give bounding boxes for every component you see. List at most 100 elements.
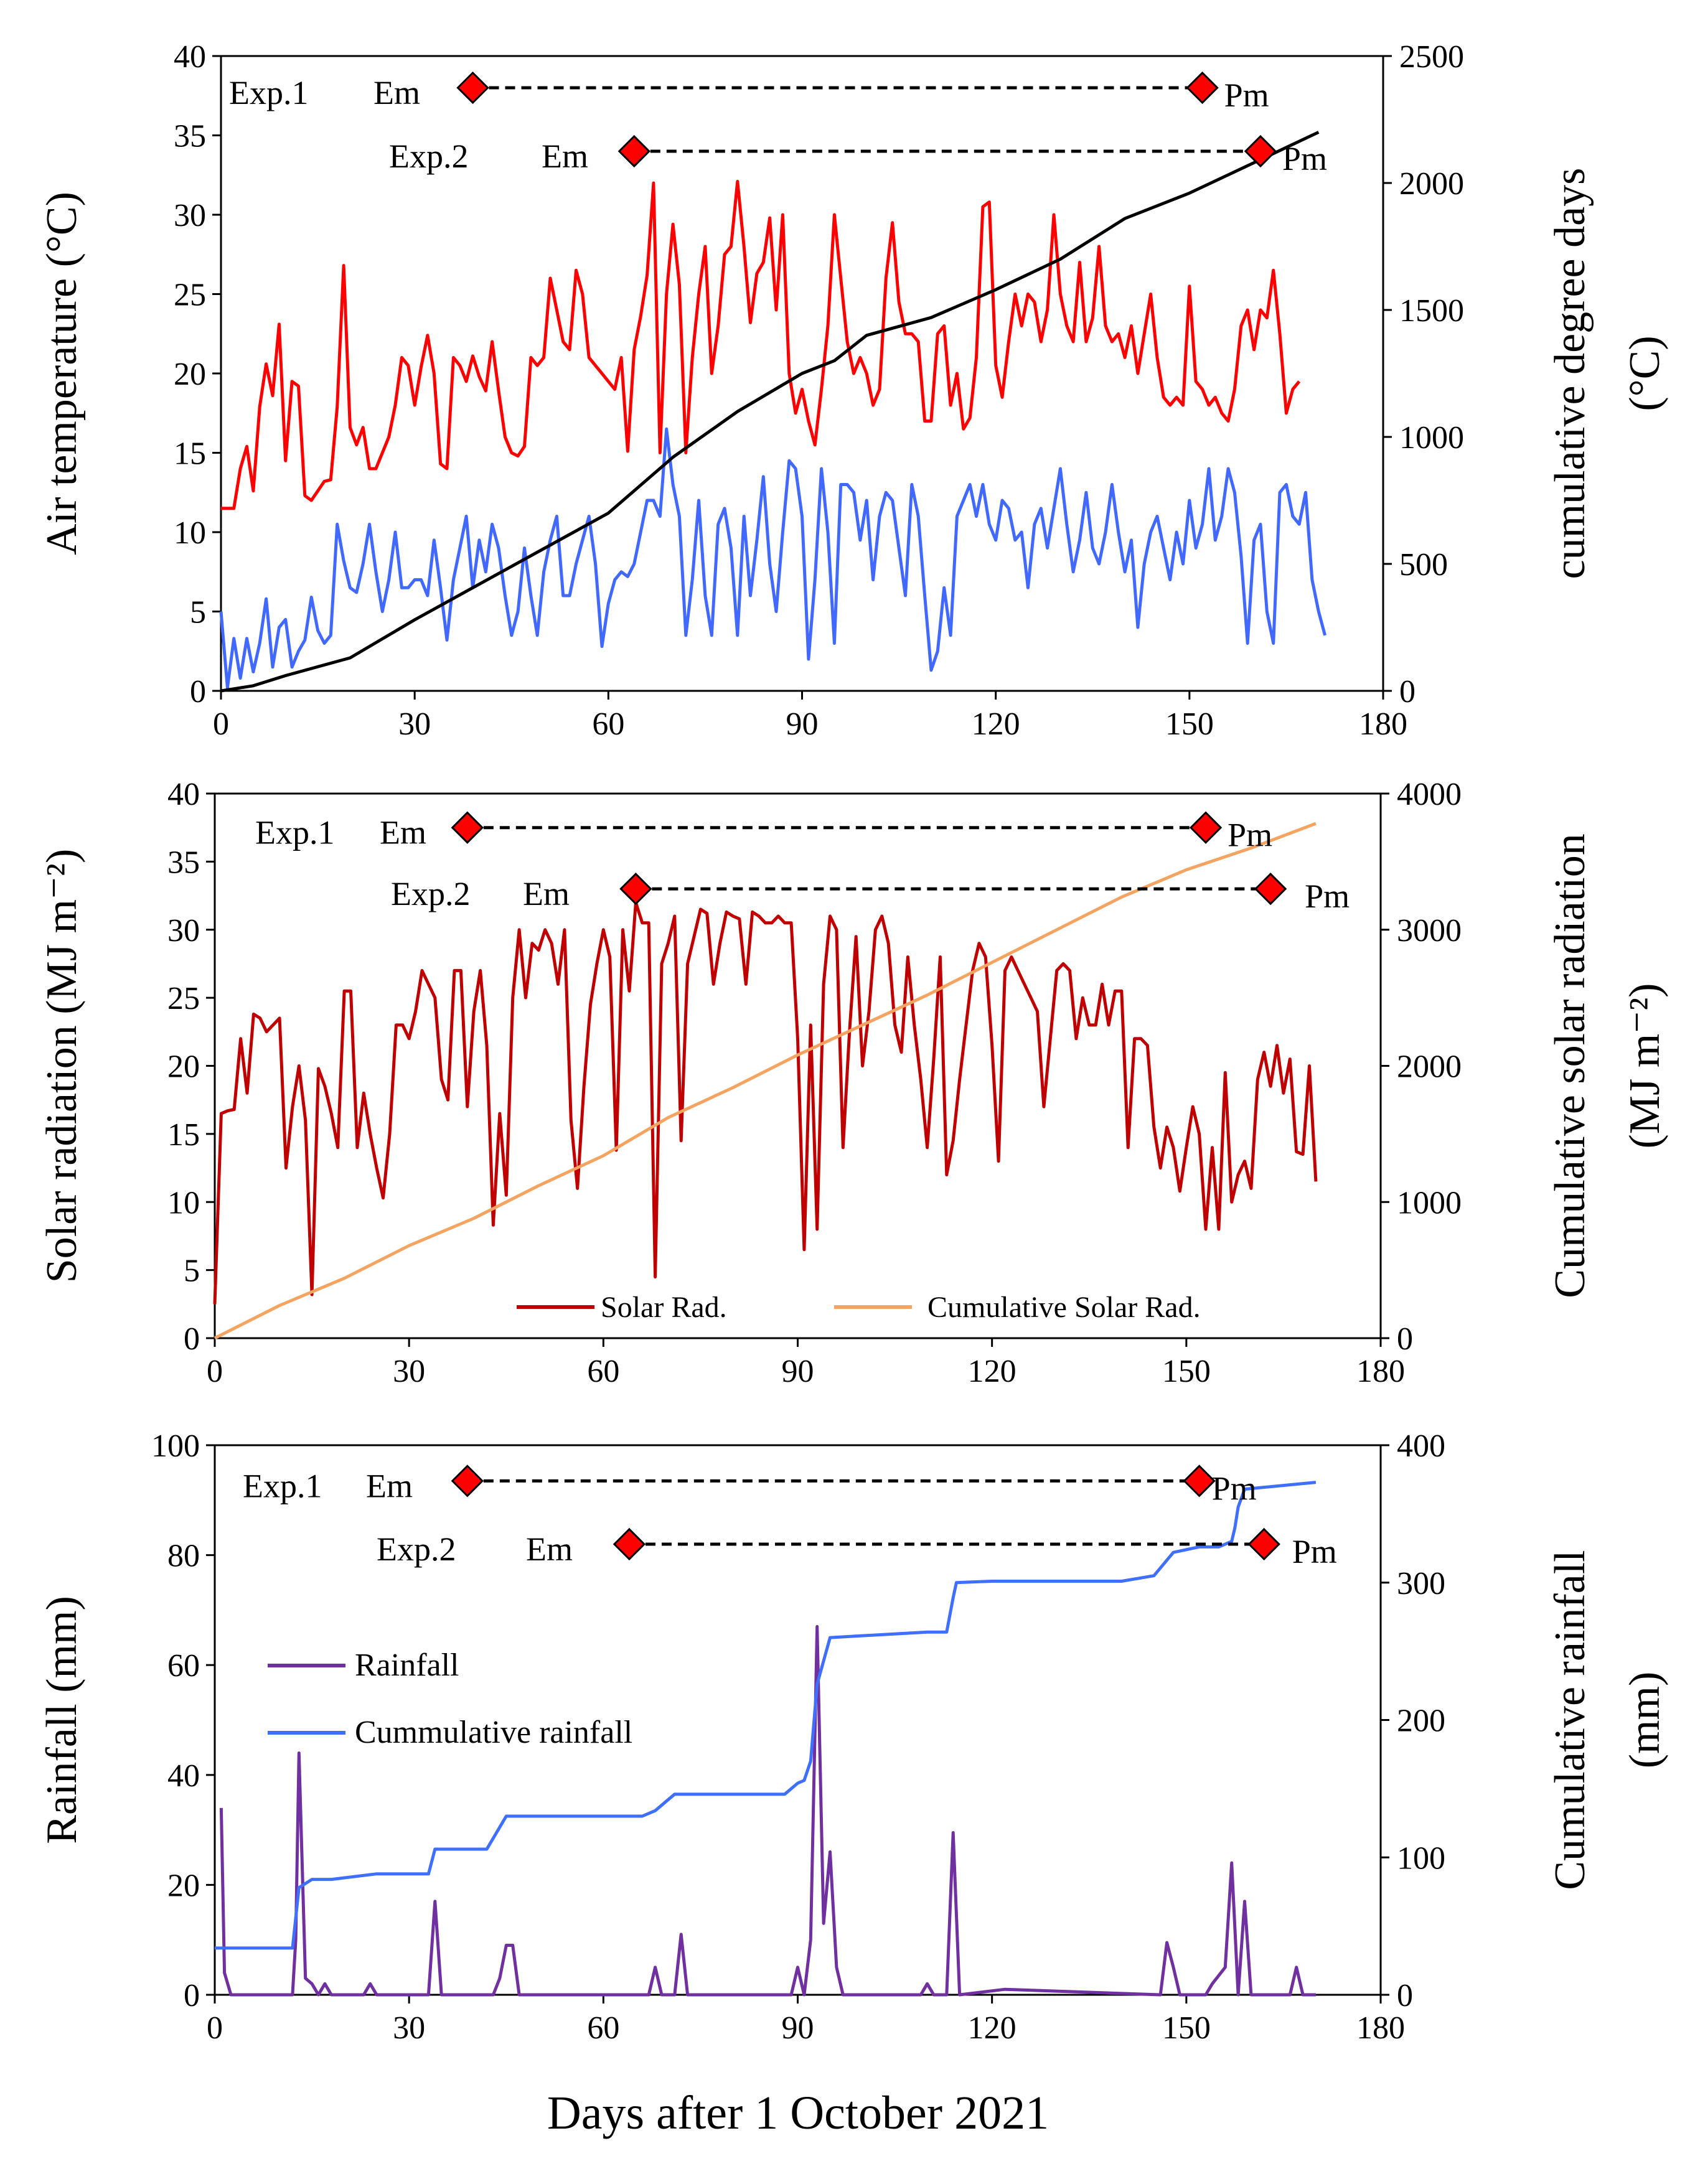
y-tick-label: 40 xyxy=(167,1758,200,1794)
y-tick-label: 40 xyxy=(167,777,200,812)
series-layer xyxy=(213,822,1318,1340)
emergence-marker xyxy=(617,134,650,168)
axis-ticks: 0 30 60 90 120 150 180020406080100010020030040… xyxy=(151,1428,1445,2046)
y2-tick-label: 0 xyxy=(1397,1978,1413,2013)
y-tick-label: 0 xyxy=(184,1321,200,1357)
y2-tick-label: 4000 xyxy=(1397,777,1462,812)
maturity-marker xyxy=(1186,71,1219,105)
x-tick-label: 30 xyxy=(393,2010,425,2046)
y-tick-label: 10 xyxy=(167,1185,200,1221)
maturity-marker xyxy=(1183,1465,1216,1497)
x-tick-label: 150 xyxy=(1162,2010,1211,2046)
series-cumulative-degree-days xyxy=(220,131,1320,693)
y-tick-label: 0 xyxy=(184,1978,200,2013)
x-axis-label: Days after 1 October 2021 xyxy=(547,2087,1049,2139)
y-tick-label: 30 xyxy=(174,198,206,233)
y-tick-label: 25 xyxy=(167,981,200,1016)
series-tmin xyxy=(219,427,1327,690)
experiment-label: Exp.2 xyxy=(377,1530,456,1568)
legend-label-cumulative-solar: Cumulative Solar Rad. xyxy=(927,1291,1201,1324)
y2-axis-label-unit: (MJ m⁻²) xyxy=(1621,983,1669,1149)
x-tick-label: 180 xyxy=(1356,1354,1405,1389)
y-tick-label: 35 xyxy=(174,119,206,154)
series-tmax xyxy=(221,180,1301,510)
y-tick-label: 5 xyxy=(190,595,206,630)
y2-tick-label: 100 xyxy=(1397,1840,1445,1876)
y2-axis-label-unit: (mm) xyxy=(1621,1672,1669,1769)
y2-tick-label: 400 xyxy=(1397,1428,1445,1464)
emergence-label: Em xyxy=(526,1530,573,1568)
axis-ticks: 0 30 60 90 120 150 180051015202530354005001000… xyxy=(174,39,1464,742)
series-cumulative-solar-rad- xyxy=(214,822,1317,1340)
y-tick-label: 0 xyxy=(190,674,206,710)
y2-tick-label: 500 xyxy=(1399,547,1448,583)
maturity-label: Pm xyxy=(1224,77,1269,114)
series-solar-rad- xyxy=(213,901,1318,1305)
maturity-label: Pm xyxy=(1228,817,1272,854)
x-tick-label: 150 xyxy=(1165,706,1214,742)
x-tick-label: 180 xyxy=(1359,706,1407,742)
y2-tick-label: 300 xyxy=(1397,1566,1445,1601)
legend-label-cumulative-rainfall: Cummulative rainfall xyxy=(355,1715,632,1750)
y-tick-label: 100 xyxy=(151,1428,200,1464)
air-temperature-panel: 0 30 60 90 120 150 180051015202530354005001000… xyxy=(38,39,1669,742)
experiment-label: Exp.1 xyxy=(243,1467,322,1504)
y-tick-label: 20 xyxy=(167,1868,200,1903)
series-rainfall xyxy=(219,1624,1316,1997)
y2-tick-label: 1500 xyxy=(1399,293,1464,329)
emergence-label: Em xyxy=(380,814,426,851)
x-tick-label: 90 xyxy=(782,2010,814,2046)
legend: Rainfall Cummulative rainfall xyxy=(268,1647,632,1750)
legend-label-rainfall: Rainfall xyxy=(355,1647,459,1683)
y-tick-label: 10 xyxy=(174,515,206,551)
x-tick-label: 120 xyxy=(968,2010,1017,2046)
x-tick-label: 0 xyxy=(213,706,229,742)
maturity-marker xyxy=(1247,1527,1280,1561)
x-tick-label: 0 xyxy=(207,2010,223,2046)
y-tick-label: 35 xyxy=(167,845,200,880)
rainfall-panel: 0 30 60 90 120 150 180020406080100010020030040… xyxy=(38,1428,1669,2046)
x-tick-label: 60 xyxy=(587,2010,619,2046)
y2-tick-label: 2500 xyxy=(1399,39,1464,75)
y-axis-label: Solar radiation (MJ m⁻²) xyxy=(38,849,86,1283)
y2-tick-label: 200 xyxy=(1397,1704,1445,1739)
emergence-label: Em xyxy=(366,1467,413,1504)
emergence-marker xyxy=(619,872,652,906)
x-tick-label: 120 xyxy=(968,1354,1017,1389)
stage-markers: Exp.1 Em Pm Exp.2 Em Pm xyxy=(243,1465,1337,1570)
maturity-label: Pm xyxy=(1292,1533,1337,1570)
solar-radiation-panel: 0 30 60 90 120 150 180051015202530354001000200… xyxy=(38,777,1669,1389)
x-tick-label: 60 xyxy=(587,1354,619,1389)
maturity-label: Pm xyxy=(1282,140,1327,177)
experiment-label: Exp.2 xyxy=(389,138,469,175)
maturity-label: Pm xyxy=(1305,878,1350,915)
y-tick-label: 40 xyxy=(174,39,206,75)
y-tick-label: 5 xyxy=(184,1254,200,1289)
y2-tick-label: 0 xyxy=(1397,1321,1413,1357)
emergence-label: Em xyxy=(542,138,588,175)
series-layer xyxy=(219,131,1327,693)
x-tick-label: 90 xyxy=(782,1354,814,1389)
emergence-marker xyxy=(451,811,484,844)
x-tick-label: 30 xyxy=(398,706,431,742)
stage-markers: Exp.1 Em Pm Exp.2 Em Pm xyxy=(255,811,1350,915)
stage-markers: Exp.1 Em Pm Exp.2 Em Pm xyxy=(229,71,1327,177)
experiment-label: Exp.1 xyxy=(229,74,309,111)
x-tick-label: 180 xyxy=(1356,2010,1405,2046)
y2-tick-label: 3000 xyxy=(1397,913,1462,949)
maturity-marker xyxy=(1189,811,1223,844)
emergence-marker xyxy=(451,1465,484,1497)
emergence-label: Em xyxy=(373,74,420,111)
y-tick-label: 15 xyxy=(167,1117,200,1153)
y-tick-label: 25 xyxy=(174,278,206,313)
y-tick-label: 20 xyxy=(174,357,206,392)
y2-tick-label: 1000 xyxy=(1397,1185,1462,1221)
y2-tick-label: 2000 xyxy=(1397,1049,1462,1085)
x-tick-label: 30 xyxy=(393,1354,425,1389)
legend-label-solar: Solar Rad. xyxy=(601,1291,727,1324)
y-tick-label: 60 xyxy=(167,1648,200,1684)
maturity-marker xyxy=(1244,134,1277,168)
x-tick-label: 0 xyxy=(207,1354,223,1389)
series-cummulative-rainfall xyxy=(215,1481,1317,1950)
